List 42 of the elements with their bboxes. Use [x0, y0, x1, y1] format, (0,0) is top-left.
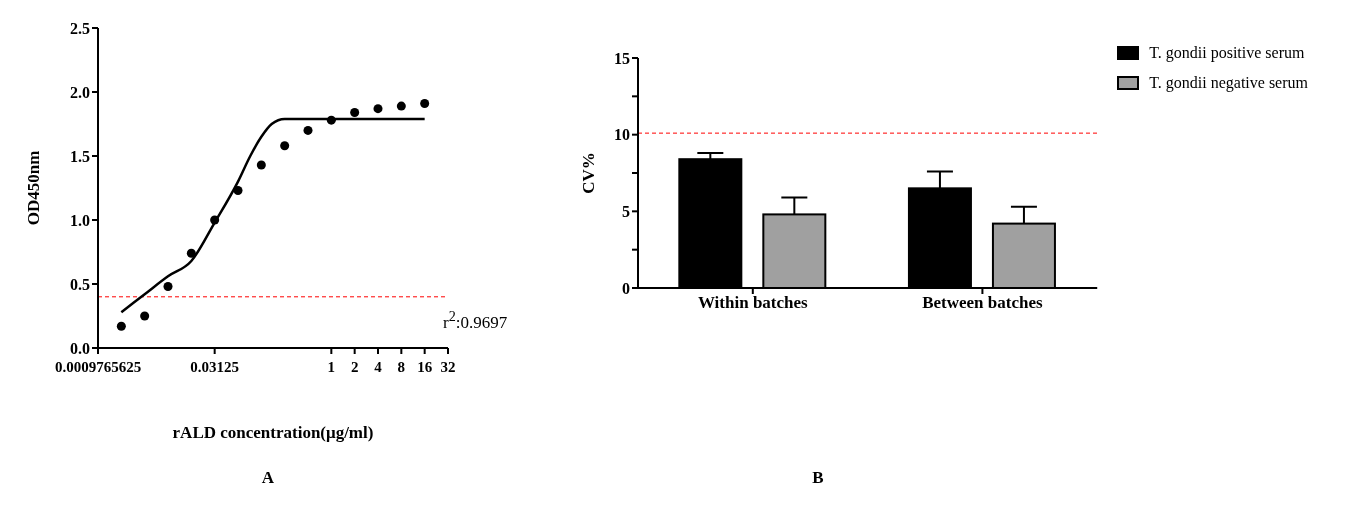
point: [233, 186, 243, 196]
point: [396, 101, 406, 111]
x-tick-label: Between batches: [922, 293, 1043, 313]
point: [256, 160, 266, 170]
point: [350, 107, 360, 117]
x-tick-label: 0.0009765625: [54, 359, 142, 375]
x-tick-label: Within batches: [697, 293, 809, 313]
point: [116, 321, 126, 331]
x-tick-label: 0.03125: [190, 359, 240, 375]
x-tick-label: 16: [417, 359, 433, 375]
point: [420, 99, 430, 109]
x-tick-label: 32: [440, 359, 456, 375]
legend-label: T. gondii negative serum: [1149, 74, 1308, 92]
point: [326, 115, 336, 125]
point: [303, 125, 313, 135]
x-tick-label: 4: [374, 359, 383, 375]
y-tick-label: 15: [614, 49, 630, 67]
point: [186, 248, 196, 258]
point: [163, 282, 173, 292]
y-tick-label: 10: [614, 126, 630, 144]
annotation: r$^{2}$:0.9697: [443, 308, 508, 333]
text: A: [260, 468, 276, 488]
text: B: [811, 468, 825, 488]
x-tick-label: 8: [397, 359, 406, 375]
point: [280, 141, 290, 151]
point: [210, 215, 220, 225]
legend-label: T. gondii positive serum: [1149, 44, 1305, 62]
x-tick-label: 2: [350, 359, 359, 375]
x-axis-title: rALD concentration(μg/ml): [172, 423, 374, 442]
x-tick-label: 1: [327, 359, 336, 375]
y-tick-label: 1.0: [70, 211, 90, 229]
y-tick-label: 2.0: [70, 83, 90, 101]
y-tick-label: 0.0: [70, 339, 90, 357]
point: [373, 104, 383, 114]
y-tick-label: 0: [622, 279, 630, 297]
y-axis-title: OD450nm: [24, 150, 44, 226]
y-tick-label: 2.5: [70, 19, 90, 37]
y-tick-label: 0.5: [70, 275, 90, 293]
y-tick-label: 5: [622, 203, 630, 221]
point: [140, 311, 150, 321]
y-tick-label: 1.5: [70, 147, 90, 165]
y-axis-title: CV%: [579, 152, 599, 194]
